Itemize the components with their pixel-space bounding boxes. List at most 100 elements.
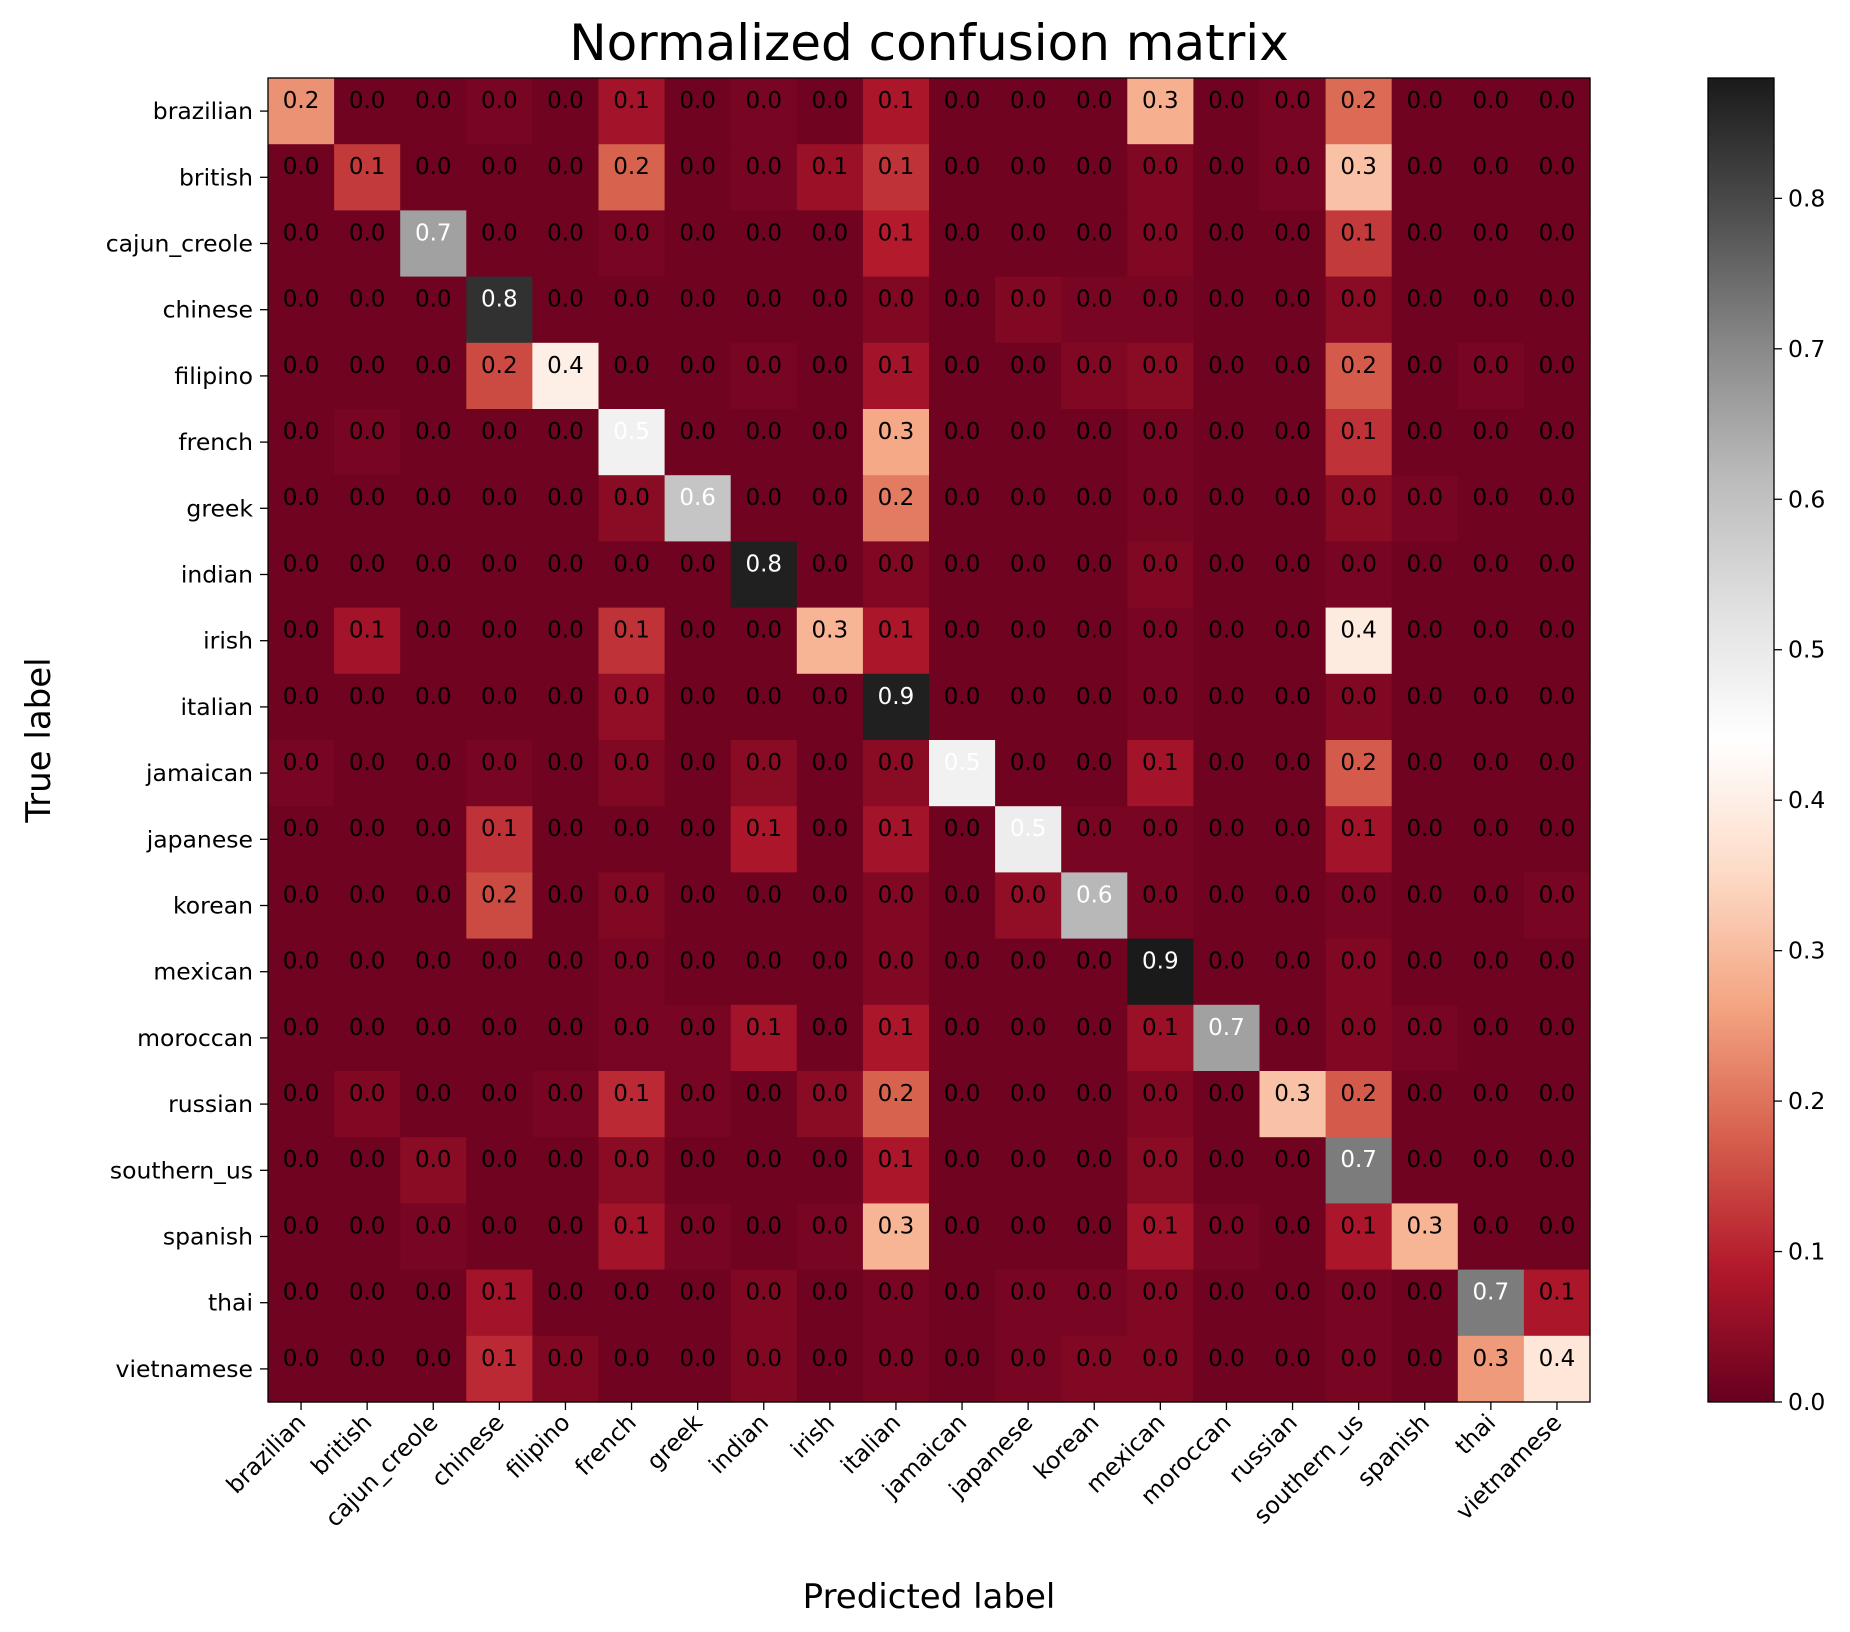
cell-value-label: 0.0 [1076, 618, 1113, 644]
cell-value-label: 0.0 [481, 618, 518, 644]
heatmap-cell [1523, 409, 1591, 476]
cell-value-label: 0.0 [745, 353, 782, 379]
cell-value-label: 0.0 [1208, 220, 1245, 246]
cell-value-label: 0.0 [481, 1213, 518, 1239]
cell-value-label: 0.0 [1010, 88, 1047, 114]
heatmap-cell [664, 1269, 732, 1337]
cell-value-label: 0.0 [1340, 485, 1377, 511]
heatmap-cell [334, 872, 401, 940]
heatmap-cell [1061, 409, 1128, 476]
heatmap-cell [268, 1004, 335, 1072]
cell-value-label: 0.0 [1208, 750, 1245, 776]
cell-value-label: 0.0 [415, 1213, 452, 1239]
heatmap-cell [466, 673, 533, 741]
cell-value-label: 0.0 [613, 1280, 650, 1306]
cell-value-label: 0.0 [1406, 949, 1443, 975]
heatmap-cell [400, 1269, 467, 1337]
cell-value-label: 0.0 [1076, 353, 1113, 379]
cell-value-label: 0.0 [1274, 154, 1311, 180]
cell-value-label: 0.0 [613, 949, 650, 975]
heatmap-cell [466, 1071, 533, 1138]
cell-value-label: 0.0 [878, 882, 915, 908]
heatmap-cell [929, 78, 996, 145]
cell-value-label: 0.0 [349, 882, 386, 908]
y-tick-label: italian [181, 693, 254, 721]
heatmap-cell [796, 342, 864, 410]
cell-value-label: 0.0 [812, 353, 849, 379]
cell-value-label: 0.0 [1473, 419, 1510, 445]
heatmap-cell [730, 1203, 798, 1271]
heatmap-cell [1457, 409, 1525, 476]
x-tick-label: filipino [500, 1408, 575, 1483]
heatmap-cell [334, 607, 401, 675]
cell-value-label: 0.0 [812, 949, 849, 975]
heatmap-cell [862, 1004, 930, 1072]
heatmap-cell [1127, 1071, 1194, 1138]
heatmap-cell [664, 607, 732, 675]
cell-value-label: 0.0 [349, 88, 386, 114]
cell-value-label: 0.0 [415, 485, 452, 511]
heatmap-cell [268, 673, 335, 741]
cell-value-label: 0.0 [415, 816, 452, 842]
heatmap-cell [862, 541, 930, 609]
cell-value-label: 0.0 [1142, 882, 1179, 908]
y-tick-label: irish [203, 627, 253, 655]
heatmap-cell [664, 1004, 732, 1072]
heatmap-cell [1523, 342, 1591, 410]
cell-value-label: 0.0 [349, 816, 386, 842]
heatmap-cell [995, 673, 1062, 741]
cell-value-label: 0.0 [415, 618, 452, 644]
heatmap-cell [1061, 673, 1128, 741]
cell-value-label: 0.0 [349, 551, 386, 577]
heatmap-cell [730, 409, 798, 476]
cell-value-label: 0.0 [547, 816, 584, 842]
cell-value-label: 0.0 [283, 618, 320, 644]
cell-value-label: 0.0 [1340, 1346, 1377, 1372]
cell-value-label: 0.0 [1076, 1081, 1113, 1107]
heatmap-cell [929, 475, 996, 542]
cell-value-label: 0.0 [1142, 1280, 1179, 1306]
heatmap-cell [1325, 1004, 1393, 1072]
cell-value-label: 0.0 [547, 287, 584, 313]
cell-value-label: 0.0 [613, 816, 650, 842]
heatmap-cell [796, 607, 864, 675]
cell-value-label: 0.0 [944, 88, 981, 114]
cell-value-label: 0.0 [679, 882, 716, 908]
colorbar: 0.0 0.1 0.2 0.3 0.4 0.5 0.6 0.7 0.8 [1707, 77, 1825, 1416]
heatmap-cell [466, 806, 533, 873]
cell-value-label: 0.0 [1539, 949, 1576, 975]
cell-value-label: 0.0 [812, 551, 849, 577]
heatmap-cell [995, 1004, 1062, 1072]
cell-value-label: 0.0 [1142, 816, 1179, 842]
heatmap-cell [598, 1004, 666, 1072]
cell-value-label: 0.0 [745, 684, 782, 710]
heatmap-cell [1259, 938, 1327, 1006]
heatmap-cell [1127, 342, 1194, 410]
cell-value-label: 0.0 [745, 1280, 782, 1306]
cell-value-label: 0.0 [1274, 551, 1311, 577]
cell-value-label: 0.0 [1274, 949, 1311, 975]
heatmap-cell [1391, 1004, 1459, 1072]
heatmap-cell [1193, 342, 1261, 410]
heatmap-cell [1523, 673, 1591, 741]
heatmap-cell [929, 1137, 996, 1204]
cell-value-label: 0.5 [1010, 816, 1047, 842]
heatmap-cell [862, 673, 930, 741]
heatmap-cell [268, 475, 335, 542]
cell-value-label: 0.0 [745, 1213, 782, 1239]
cell-value-label: 0.0 [1274, 1346, 1311, 1372]
cell-value-label: 0.0 [944, 353, 981, 379]
cell-value-label: 0.0 [547, 485, 584, 511]
heatmap-cell [400, 475, 467, 542]
heatmap-cell [995, 1269, 1062, 1337]
x-tick-label: thai [1449, 1408, 1501, 1460]
cell-value-label: 0.0 [745, 882, 782, 908]
cell-value-label: 0.2 [613, 154, 650, 180]
cell-value-label: 0.0 [1406, 618, 1443, 644]
cell-value-label: 0.0 [613, 882, 650, 908]
cell-value-label: 0.0 [1473, 88, 1510, 114]
cell-value-label: 0.0 [812, 1213, 849, 1239]
cell-value-label: 0.0 [679, 419, 716, 445]
heatmap-cell [730, 475, 798, 542]
cell-value-label: 0.0 [1274, 618, 1311, 644]
